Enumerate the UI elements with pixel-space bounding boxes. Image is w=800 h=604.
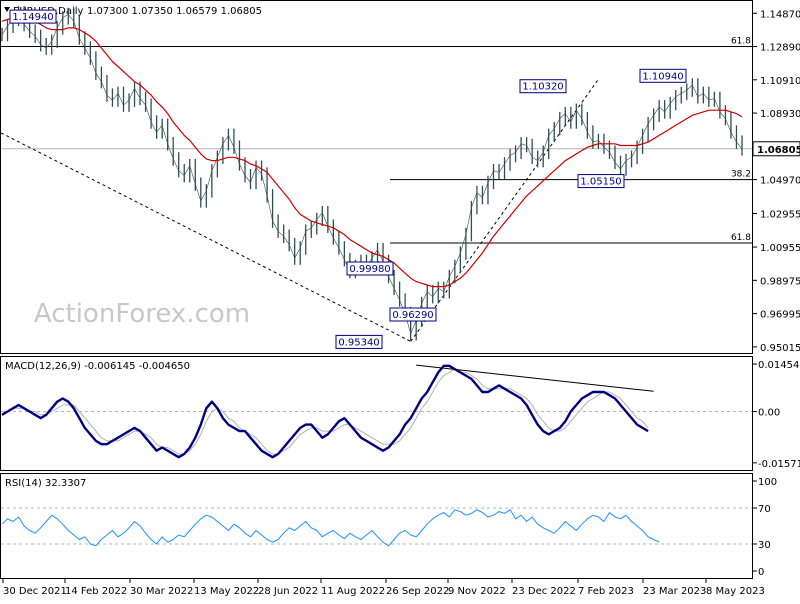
x-axis-label: 9 Nov 2022 xyxy=(448,586,506,597)
price-axis-label: 1.10910 xyxy=(760,76,800,87)
annotation-box xyxy=(389,307,437,322)
price-ohlc: 1.07300 1.07350 1.06579 1.06805 xyxy=(87,6,262,17)
annotation-label: 0.99980 xyxy=(349,264,390,275)
price-axis-label: 0.98975 xyxy=(760,276,800,287)
macd-divergence-trendline xyxy=(416,364,654,392)
x-axis-label: 14 Feb 2022 xyxy=(65,586,127,597)
rsi-axis-label: 0 xyxy=(758,567,764,578)
current-price-marker: 1.06805 xyxy=(752,141,800,157)
x-axis-label: 11 Aug 2022 xyxy=(321,586,385,597)
current-price-box xyxy=(752,141,800,157)
price-annotations: 1.14940 1.10320 1.10940 1.05150 0.95340 0.999… xyxy=(9,9,687,349)
macd-axis-label: 0.00 xyxy=(758,408,780,419)
x-axis-label: 28 Jun 2022 xyxy=(258,586,318,597)
price-axis-label: 1.04970 xyxy=(760,176,800,187)
price-panel-frame xyxy=(0,0,753,354)
fibonacci-level-label: 61.8 xyxy=(731,233,751,243)
rsi-panel-frame xyxy=(0,473,753,579)
x-axis-label: 13 May 2022 xyxy=(194,586,259,597)
moving-average-line xyxy=(1,15,743,288)
x-axis-label: 7 Feb 2023 xyxy=(578,586,634,597)
annotation-box xyxy=(9,9,57,24)
price-axis-label: 1.02955 xyxy=(760,209,800,220)
annotation-box xyxy=(519,79,567,94)
fibonacci-level-label: 38.2 xyxy=(731,170,751,180)
price-series xyxy=(1,6,743,341)
price-axis-label: 1.08930 xyxy=(760,109,800,120)
rsi-axis-label: 70 xyxy=(758,504,771,515)
x-axis-label: 23 Dec 2022 xyxy=(512,586,576,597)
rsi-axis-label: 30 xyxy=(758,540,771,551)
price-axis-label: 0.95015 xyxy=(760,343,800,354)
annotation-box xyxy=(577,174,625,189)
price-axis-label: 1.12890 xyxy=(760,43,800,54)
x-axis-label: 30 Mar 2022 xyxy=(130,586,193,597)
price-axis-label: 1.14870 xyxy=(760,9,800,20)
rsi-title: RSI(14) 32.3307 xyxy=(5,478,86,489)
price-axis-label: 1.00955 xyxy=(760,243,800,254)
annotation-label: 1.05150 xyxy=(580,177,621,188)
price-axis: 1.14870 1.12890 1.10910 1.08930 1.04970 1.029… xyxy=(753,9,800,354)
x-axis-label: 8 May 2023 xyxy=(706,586,765,597)
macd-line xyxy=(1,364,649,459)
x-axis-label: 23 Mar 2023 xyxy=(643,586,706,597)
x-axis-label: 26 Sep 2022 xyxy=(386,586,449,597)
chart-menu-icon[interactable] xyxy=(4,7,10,12)
price-trendlines xyxy=(0,79,599,342)
annotation-label: 1.10320 xyxy=(522,82,563,93)
macd-axis-label: 0.014549 xyxy=(758,360,800,371)
rsi-line xyxy=(1,509,660,547)
price-close-line xyxy=(1,12,743,335)
macd-panel-frame xyxy=(0,356,753,471)
annotation-label: 0.96290 xyxy=(392,310,433,321)
annotation-label: 0.95340 xyxy=(338,337,379,348)
current-price-label: 1.06805 xyxy=(757,145,800,156)
x-axis-label: 30 Dec 2021 xyxy=(3,586,67,597)
watermark: ActionForex.com xyxy=(34,299,250,329)
macd-axis-label: -0.015712 xyxy=(758,459,800,470)
annotation-label: 1.14940 xyxy=(12,12,53,23)
rsi-panel: 100 70 30 0 xyxy=(1,477,777,578)
macd-panel: 0.014549 0.00 -0.015712 xyxy=(1,360,800,470)
fibonacci-level-label: 61.8 xyxy=(731,37,751,47)
annotation-box xyxy=(346,261,394,276)
annotation-label: 1.10940 xyxy=(642,71,683,82)
downtrend-dashed-line xyxy=(0,132,411,342)
macd-signal-line xyxy=(2,368,649,455)
annotation-box xyxy=(639,68,687,83)
annotation-box xyxy=(335,334,383,349)
macd-title: MACD(12,26,9) -0.006145 -0.004650 xyxy=(5,361,190,372)
rsi-axis-label: 100 xyxy=(758,477,777,488)
price-levels: 61.8 38.2 61.8 xyxy=(1,37,752,244)
price-axis-label: 0.96995 xyxy=(760,310,800,321)
